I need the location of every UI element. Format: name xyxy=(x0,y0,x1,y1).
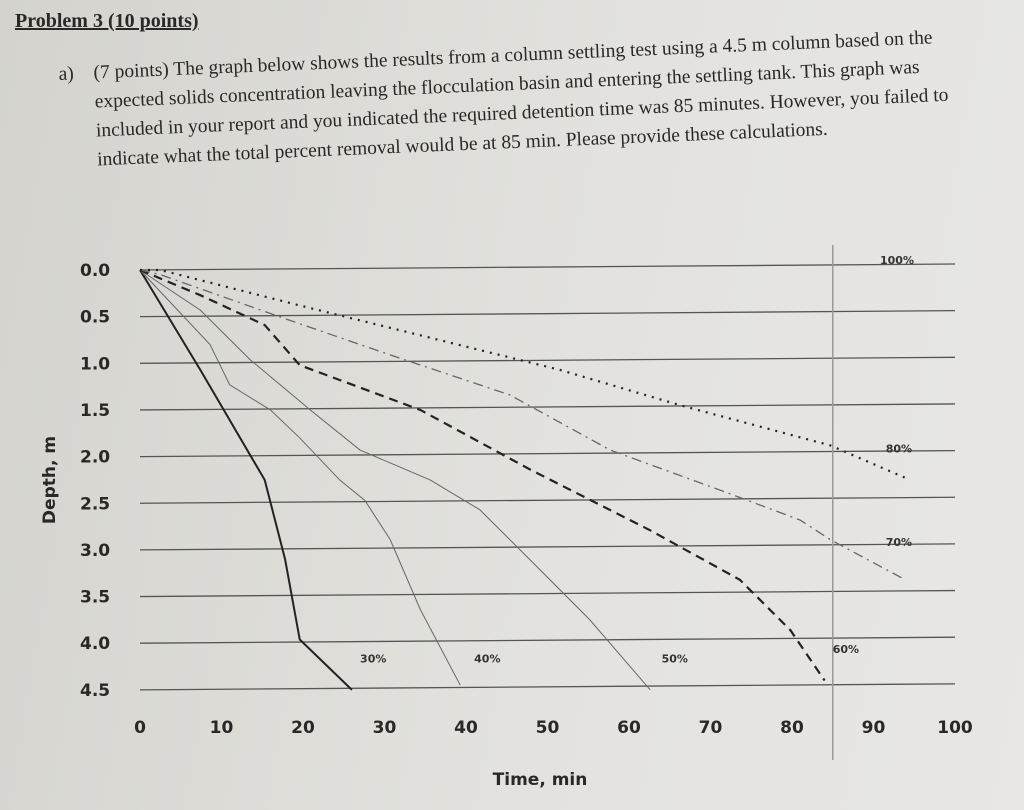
gridline xyxy=(139,589,956,598)
y-tick-label: 2.0 xyxy=(80,448,110,468)
y-tick-label: 1.0 xyxy=(80,354,110,374)
gridline xyxy=(139,310,956,318)
isoremoval-curve-40 xyxy=(139,269,461,686)
isoremoval-curve-80 xyxy=(140,268,911,481)
y-tick-label: 4.5 xyxy=(80,681,110,701)
x-tick-label: 40 xyxy=(454,718,478,738)
gridline xyxy=(139,683,956,691)
curve-label: 30% xyxy=(360,653,386,666)
isoremoval-curve-30 xyxy=(139,269,353,691)
gridline xyxy=(139,449,956,458)
annotation-100: 100% xyxy=(880,254,914,267)
x-tick-label: 60 xyxy=(617,718,641,738)
y-tick-label: 3.0 xyxy=(80,541,110,561)
isoremoval-curve-50 xyxy=(139,269,651,691)
y-tick-label: 3.5 xyxy=(80,588,110,608)
gridline xyxy=(139,403,956,411)
y-tick-label: 0.0 xyxy=(80,261,110,281)
curve-label: 50% xyxy=(662,653,688,666)
x-tick-label: 50 xyxy=(536,718,560,738)
gridline xyxy=(139,263,956,271)
curve-label: 70% xyxy=(886,536,912,549)
gridline xyxy=(139,543,956,551)
x-tick-label: 0 xyxy=(134,718,146,738)
x-tick-label: 80 xyxy=(780,718,804,738)
x-tick-label: 10 xyxy=(210,718,234,738)
y-tick-label: 2.5 xyxy=(80,494,110,514)
curve-label: 60% xyxy=(833,643,859,656)
x-tick-label: 20 xyxy=(291,718,315,738)
x-tick-label: 70 xyxy=(699,718,723,738)
gridline xyxy=(139,496,956,504)
y-tick-label: 1.5 xyxy=(80,401,110,421)
x-tick-label: 90 xyxy=(862,718,886,738)
gridline xyxy=(139,356,956,364)
isoremoval-curve-60 xyxy=(139,268,826,682)
y-tick-label: 0.5 xyxy=(80,308,110,328)
problem-title: Problem 3 (10 points) xyxy=(15,10,199,32)
isoremoval-curve-70 xyxy=(139,269,906,581)
gridline xyxy=(139,636,956,644)
curve-label: 80% xyxy=(886,443,912,456)
curve-label: 40% xyxy=(474,653,500,666)
y-tick-label: 4.0 xyxy=(80,634,110,654)
x-tick-label: 30 xyxy=(373,718,397,738)
x-tick-label: 100 xyxy=(937,718,973,738)
x-axis-label: Time, min xyxy=(493,770,588,790)
y-axis-label: Depth, m xyxy=(40,436,60,524)
